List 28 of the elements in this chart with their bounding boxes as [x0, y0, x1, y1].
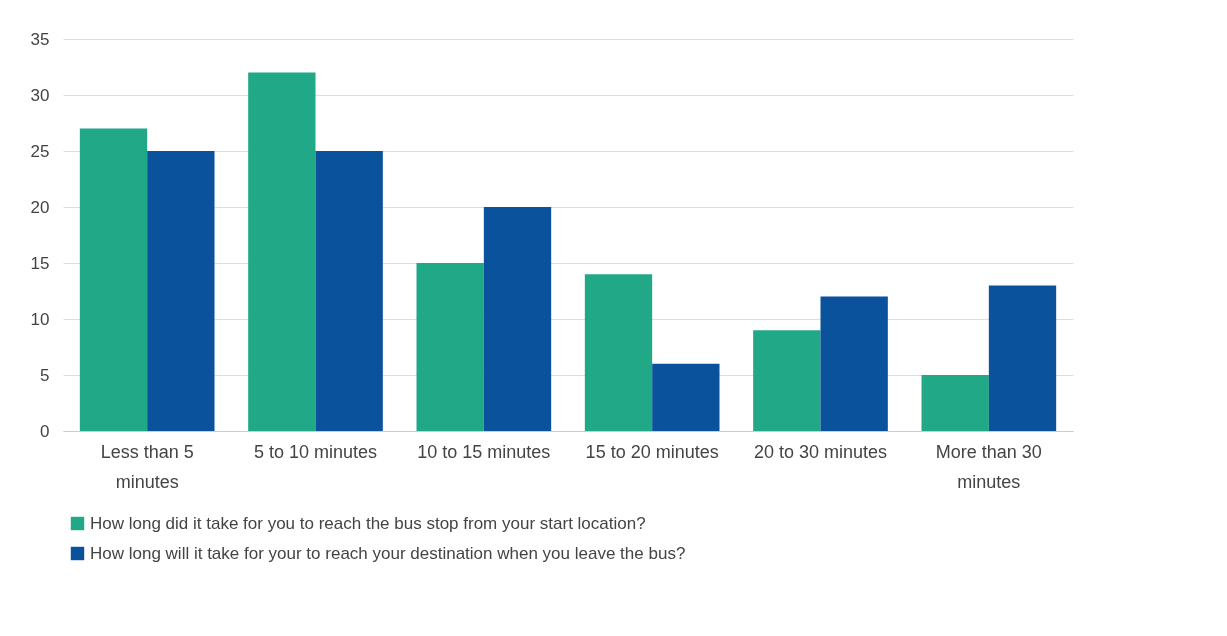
- x-tick-label: 15 to 20 minutes: [585, 441, 719, 462]
- bar: [753, 330, 821, 431]
- legend-label: How long did it take for you to reach the bus stop from your start location?: [90, 513, 646, 533]
- bar: [921, 375, 989, 431]
- y-tick-label: 0: [40, 421, 50, 441]
- y-tick-label: 5: [40, 365, 50, 385]
- y-tick-label: 30: [30, 85, 50, 105]
- bar: [416, 263, 484, 431]
- x-tick-label: 10 to 15 minutes: [417, 441, 551, 462]
- y-tick-label: 25: [30, 141, 50, 161]
- x-tick-label: More than 30 minutes: [935, 441, 1042, 492]
- bar: [652, 363, 720, 431]
- y-tick-label: 10: [30, 309, 50, 329]
- bar: [988, 285, 1057, 431]
- bar: [147, 151, 215, 431]
- x-tick-label: 20 to 30 minutes: [753, 441, 888, 462]
- y-tick-label: 20: [30, 197, 50, 217]
- x-tick-label: Less than 5 minutes: [100, 441, 194, 492]
- legend-label: How long will it take for your to reach your destination when you leave the bus?: [90, 543, 686, 563]
- bar: [584, 274, 653, 431]
- bar: [248, 72, 316, 431]
- y-tick-label: 35: [30, 29, 50, 49]
- bar: [79, 128, 148, 431]
- bar: [315, 151, 383, 431]
- bar: [820, 296, 888, 431]
- bar: [483, 207, 552, 431]
- x-tick-label: 5 to 10 minutes: [253, 441, 378, 462]
- y-tick-label: 15: [30, 253, 50, 273]
